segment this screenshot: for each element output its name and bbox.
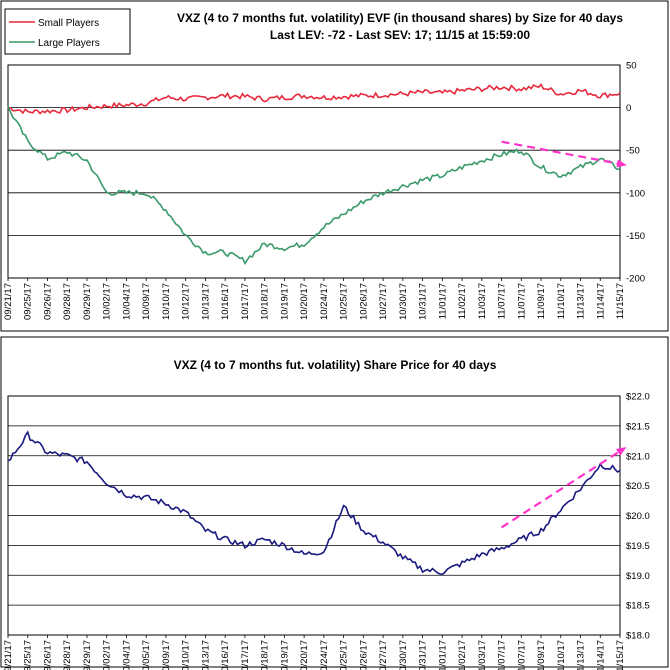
x-tick-label: 11/03/17 [477,283,488,319]
evf-chart-title: VXZ (4 to 7 months fut. volatility) EVF … [177,11,623,25]
y-tick-label: $18.5 [626,601,650,612]
x-tick-label: 10/20/17 [299,640,310,670]
x-tick-label: 09/21/17 [3,640,14,670]
series-line-price [7,430,621,576]
x-tick-label: 10/31/17 [418,640,429,670]
evf-chart-subtitle: Last LEV: -72 - Last SEV: 17; 11/15 at 1… [270,28,530,42]
x-tick-label: 10/10/17 [181,640,192,670]
x-tick-label: 11/02/17 [457,283,468,319]
x-tick-label: 11/01/17 [437,640,448,670]
x-tick-label: 09/26/17 [42,640,53,670]
x-tick-label: 11/07/17 [516,283,527,319]
y-tick-label: $21.5 [626,421,650,432]
x-tick-label: 10/26/17 [358,640,369,670]
evf-chart-group: 50 0 -50 -100 -150 -200 09/21/17 09/25/17 09/26/… [3,61,645,320]
y-tick-label: $21.0 [626,451,650,462]
x-tick-label: 11/07/17 [497,640,508,670]
x-tick-label: 10/18/17 [260,640,271,670]
x-tick-label: 10/09/17 [141,283,152,320]
x-tick-label: 10/20/17 [299,283,310,320]
evf-legend: Small Players Large Players [4,8,131,55]
series-line-small-players [7,83,621,115]
legend-label-small-players: Small Players [38,18,99,29]
x-tick-label: 10/27/17 [378,283,389,320]
y-tick-label: -200 [626,274,645,285]
y-tick-label: $19.0 [626,571,650,582]
x-tick-label: 10/09/17 [161,640,172,670]
x-tick-label: 09/21/17 [3,283,14,320]
x-tick-label: 10/02/17 [102,640,113,670]
x-tick-label: 10/16/17 [220,640,231,670]
x-tick-label: 11/15/17 [615,283,626,319]
x-tick-label: 10/16/17 [220,283,231,320]
y-tick-label: $20.0 [626,511,650,522]
x-tick-label: 11/13/17 [576,283,587,319]
x-tick-label: 10/19/17 [279,283,290,320]
x-tick-label: 10/13/17 [200,283,211,320]
x-tick-label: 10/25/17 [339,640,350,670]
trend-arrow [501,140,627,168]
x-tick-label: 10/13/17 [200,640,211,670]
x-tick-label: 11/13/17 [576,640,587,670]
y-tick-label: -50 [626,146,640,157]
price-chart-group: $22.0 $21.5 $21.0 $20.5 $20.0 $19.5 $19.0 $18.5… [3,392,650,670]
x-tick-label: 10/17/17 [240,283,251,320]
y-tick-label: $18.0 [626,631,650,642]
x-tick-label: 10/17/17 [240,640,251,670]
x-tick-label: 11/09/17 [536,283,547,319]
y-tick-label: -150 [626,231,645,242]
x-tick-label: 11/03/17 [477,640,488,670]
x-tick-label: 09/28/17 [62,283,73,320]
x-tick-label: 09/26/17 [42,283,53,320]
y-tick-label: -100 [626,188,645,199]
x-tick-label: 10/30/17 [398,283,409,320]
x-tick-label: 09/28/17 [62,640,73,670]
x-tick-label: 10/30/17 [398,640,409,670]
y-tick-label: $22.0 [626,392,650,403]
y-tick-label: $19.5 [626,541,650,552]
legend-label-large-players: Large Players [38,38,100,49]
x-tick-label: 11/10/17 [556,640,567,670]
x-tick-label: 10/12/17 [181,283,192,320]
trend-arrow [500,446,627,529]
x-tick-label: 10/18/17 [260,283,271,320]
x-tick-label: 09/29/17 [82,283,93,320]
x-tick-label: 10/24/17 [319,283,330,320]
x-tick-label: 11/09/17 [536,640,547,670]
x-tick-label: 10/27/17 [378,640,389,670]
legend-box [4,8,131,55]
y-tick-label: $20.5 [626,481,650,492]
x-tick-label: 11/07/17 [497,283,508,319]
x-tick-label: 11/01/17 [437,283,448,319]
x-tick-label: 10/05/17 [141,640,152,670]
x-tick-label: 09/25/17 [23,283,34,320]
x-tick-label: 11/10/17 [556,283,567,319]
x-tick-label: 09/25/17 [23,640,34,670]
price-chart-title: VXZ (4 to 7 months fut. volatility) Shar… [174,358,497,372]
series-line-large-players [7,106,621,266]
x-tick-label: 11/14/17 [595,283,606,319]
x-tick-label: 10/04/17 [121,640,132,670]
x-tick-label: 10/10/17 [161,283,172,320]
x-tick-label: 11/02/17 [457,640,468,670]
x-tick-label: 10/04/17 [121,283,132,320]
price-chart-frame [0,336,669,668]
x-tick-label: 10/24/17 [319,640,330,670]
x-tick-label: 09/29/17 [82,640,93,670]
x-tick-label: 10/31/17 [418,283,429,320]
x-tick-label: 11/15/17 [615,640,626,670]
y-tick-label: 0 [626,103,631,114]
x-tick-label: 10/26/17 [358,283,369,320]
evf-chart-frame [0,0,669,332]
x-tick-label: 10/02/17 [102,283,113,320]
x-tick-label: 11/14/17 [595,640,606,670]
x-tick-label: 10/25/17 [339,283,350,320]
y-tick-label: 50 [626,61,637,72]
x-tick-label: 10/19/17 [279,640,290,670]
x-tick-label: 11/07/17 [516,640,527,670]
